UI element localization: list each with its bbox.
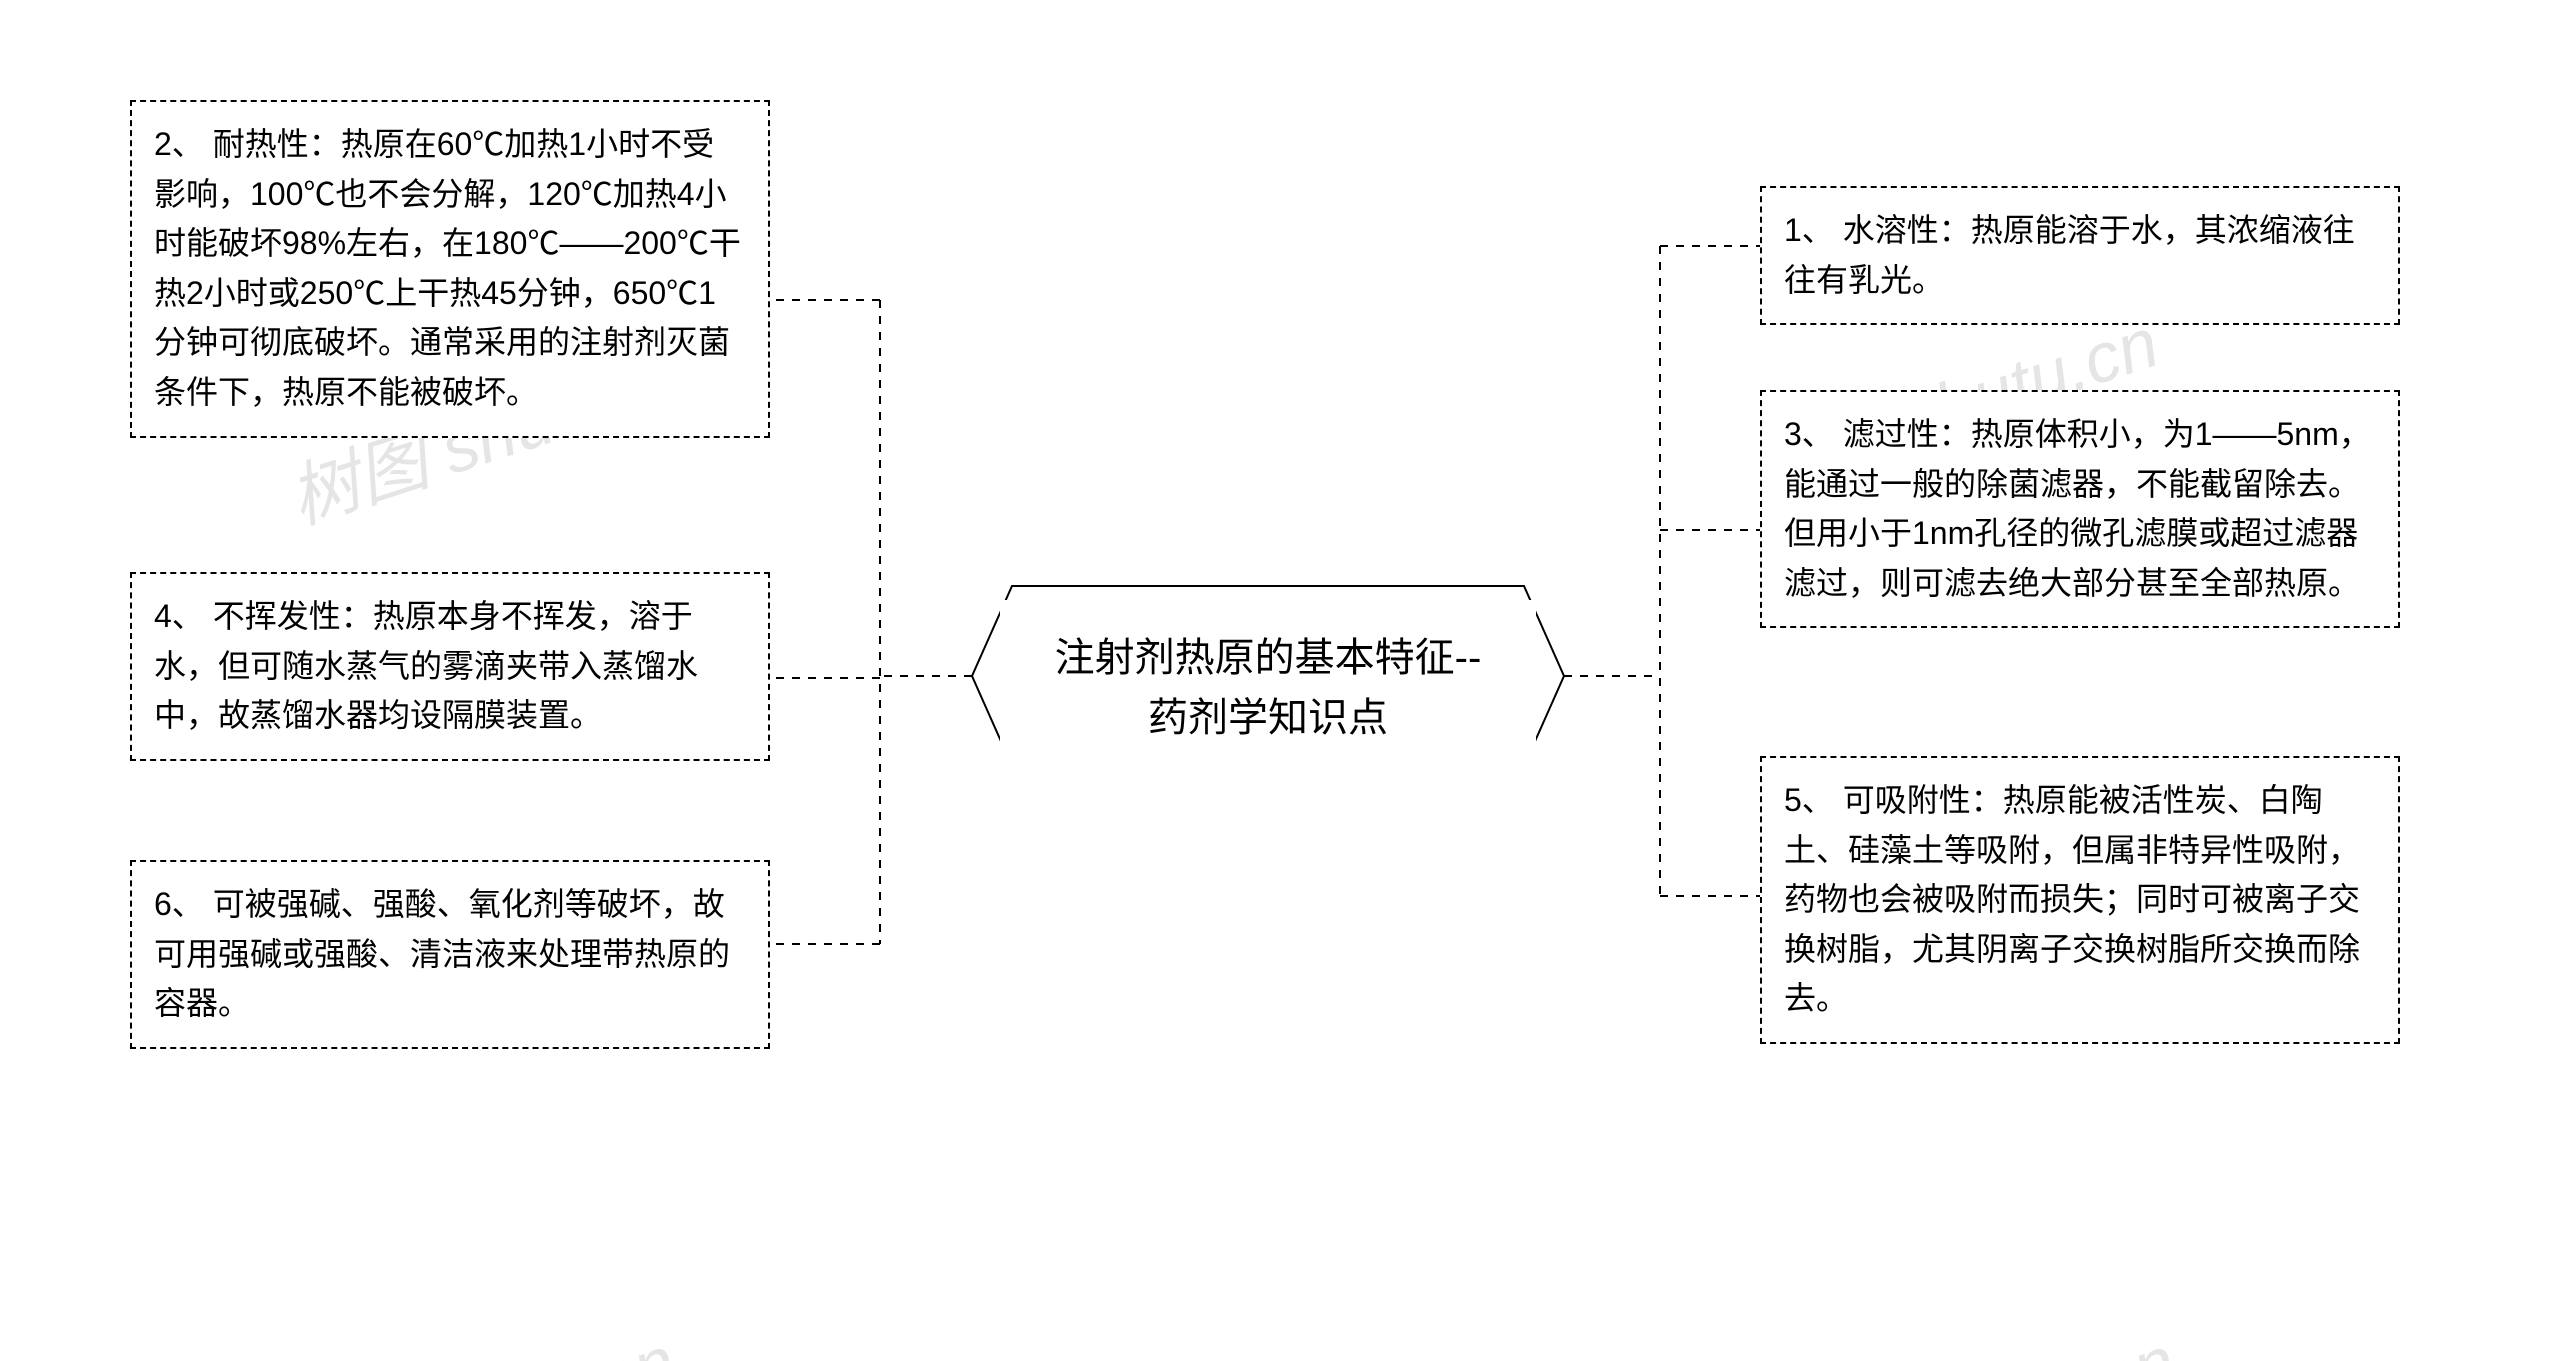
mindmap-canvas: 树图 shutu.cn 树图 shutu.cn cn cn 注射剂热原的基本特征… bbox=[0, 0, 2560, 1361]
node-1-text: 1、 水溶性：热原能溶于水，其浓缩液往往有乳光。 bbox=[1784, 212, 2355, 298]
node-3: 3、 滤过性：热原体积小，为1——5nm，能通过一般的除菌滤器，不能截留除去。但… bbox=[1760, 390, 2400, 628]
node-3-text: 3、 滤过性：热原体积小，为1——5nm，能通过一般的除菌滤器，不能截留除去。但… bbox=[1784, 416, 2371, 601]
node-2: 2、 耐热性：热原在60℃加热1小时不受影响，100℃也不会分解，120℃加热4… bbox=[130, 100, 770, 438]
node-2-text: 2、 耐热性：热原在60℃加热1小时不受影响，100℃也不会分解，120℃加热4… bbox=[154, 126, 741, 410]
node-6-text: 6、 可被强碱、强酸、氧化剂等破坏，故可用强碱或强酸、清洁液来处理带热原的容器。 bbox=[154, 886, 730, 1021]
center-title-line2: 药剂学知识点 bbox=[1044, 688, 1492, 748]
center-title-line1: 注射剂热原的基本特征-- bbox=[1044, 628, 1492, 688]
node-5-text: 5、 可吸附性：热原能被活性炭、白陶土、硅藻土等吸附，但属非特异性吸附，药物也会… bbox=[1784, 782, 2360, 1016]
node-4-text: 4、 不挥发性：热原本身不挥发，溶于水，但可随水蒸气的雾滴夹带入蒸馏水中，故蒸馏… bbox=[154, 598, 698, 733]
node-5: 5、 可吸附性：热原能被活性炭、白陶土、硅藻土等吸附，但属非特异性吸附，药物也会… bbox=[1760, 756, 2400, 1044]
center-node: 注射剂热原的基本特征-- 药剂学知识点 bbox=[1000, 600, 1536, 776]
watermark: cn bbox=[589, 1321, 684, 1361]
node-1: 1、 水溶性：热原能溶于水，其浓缩液往往有乳光。 bbox=[1760, 186, 2400, 325]
node-4: 4、 不挥发性：热原本身不挥发，溶于水，但可随水蒸气的雾滴夹带入蒸馏水中，故蒸馏… bbox=[130, 572, 770, 761]
node-6: 6、 可被强碱、强酸、氧化剂等破坏，故可用强碱或强酸、清洁液来处理带热原的容器。 bbox=[130, 860, 770, 1049]
watermark: cn bbox=[2089, 1321, 2184, 1361]
